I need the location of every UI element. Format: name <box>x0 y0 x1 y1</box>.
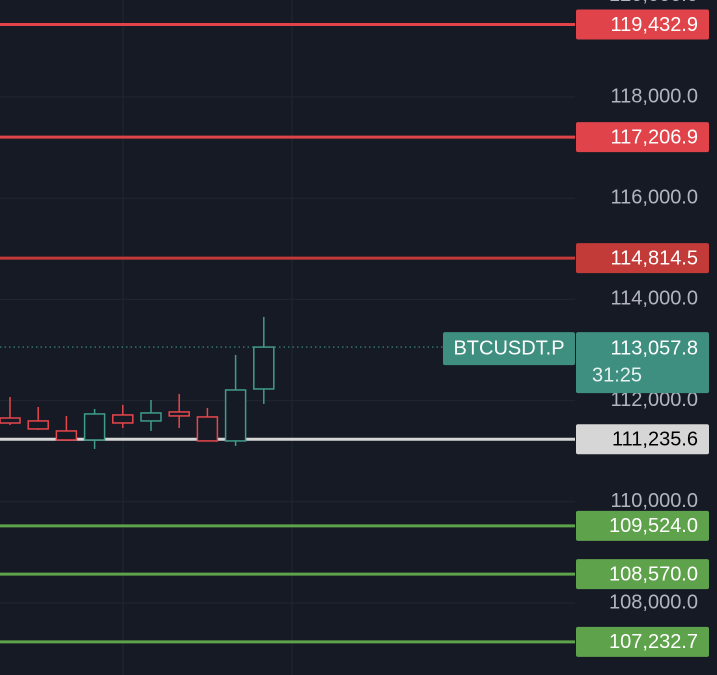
y-tick-label: 108,000.0 <box>609 591 698 613</box>
y-tick-label: 118,000.0 <box>611 85 699 107</box>
candle-body <box>168 411 190 417</box>
price-line-label-box <box>576 9 709 40</box>
price-line-label-box <box>576 243 709 274</box>
price-line-label: 117,206.9 <box>611 126 699 148</box>
price-line-label-box <box>576 122 709 153</box>
price-line-label-box <box>576 559 709 590</box>
price-line-label: 114,814.5 <box>611 247 699 269</box>
y-tick-label: 114,000.0 <box>611 288 699 310</box>
price-line-label: 109,524.0 <box>609 515 698 537</box>
price-line-label-box <box>576 626 709 657</box>
candle-body <box>83 413 106 441</box>
price-line-label-box <box>576 510 709 541</box>
candle-body <box>224 389 247 442</box>
y-tick-label: 120,000.0 <box>609 0 698 6</box>
candle-body <box>55 430 78 441</box>
y-tick-label: 112,000.0 <box>611 389 699 411</box>
candle-body <box>0 417 21 424</box>
candle-body <box>196 416 219 442</box>
last-price-box <box>576 332 709 394</box>
candle-body <box>27 420 49 430</box>
price-line-label: 119,432.9 <box>611 14 699 36</box>
y-tick-label: 116,000.0 <box>611 186 699 208</box>
last-price-label: 113,057.8 <box>611 337 699 359</box>
price-line-label: 107,232.7 <box>609 631 698 653</box>
symbol-label-box <box>443 332 575 366</box>
countdown-label: 31:25 <box>592 364 642 386</box>
candle-body <box>112 414 134 424</box>
y-tick-label: 110,000.0 <box>611 490 699 512</box>
candle-body <box>253 346 275 390</box>
price-line-label-box <box>576 424 709 455</box>
price-line-label: 108,570.0 <box>609 563 698 585</box>
price-line-label: 111,235.6 <box>612 429 698 451</box>
symbol-label: BTCUSDT.P <box>453 337 564 359</box>
candle-body <box>140 412 162 422</box>
